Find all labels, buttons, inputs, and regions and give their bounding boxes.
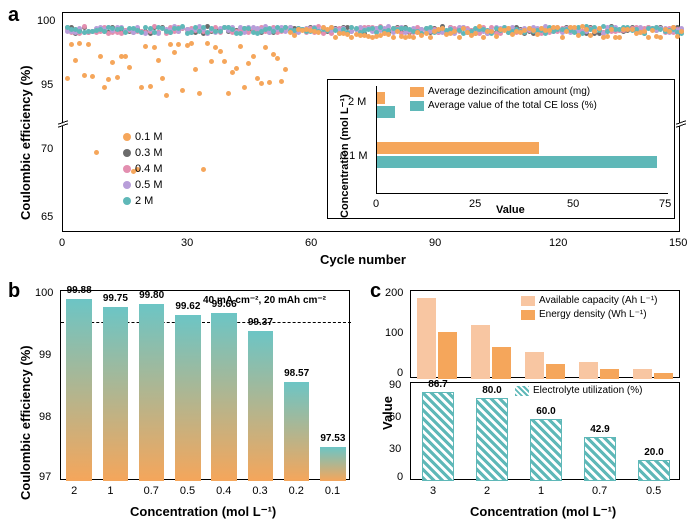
tick: 90 (429, 237, 441, 249)
panel-c-xlabel: Concentration (mol L⁻¹) (470, 504, 616, 520)
legend-rect-icon (410, 101, 424, 111)
inset-cat: 0.1 M (340, 150, 368, 162)
tick: 25 (469, 198, 481, 210)
legend-text: 2 M (135, 195, 153, 207)
tick: 100 (35, 287, 53, 299)
panel-c-bottom: 90 60 30 0 Electrolyte utilization (%) 8… (410, 382, 680, 480)
tick: 120 (549, 237, 567, 249)
tick: 0 (397, 367, 403, 379)
legend-item: 0.5 M (123, 179, 163, 191)
tick: 30 (389, 443, 401, 455)
legend-item: Average value of the total CE loss (%) (410, 100, 597, 111)
legend-item: 0.1 M (123, 131, 163, 143)
panel-a-ylabel: Coulombic efficiency (%) (18, 65, 33, 220)
legend-text: Average value of the total CE loss (%) (428, 100, 597, 111)
panel-a-plot: 100 95 70 65 0 30 60 90 120 150 0.1 M 0.… (62, 12, 680, 232)
tick: 150 (669, 237, 687, 249)
tick: 0 (59, 237, 65, 249)
tick: 50 (567, 198, 579, 210)
tick: 0 (397, 471, 403, 483)
legend-dot-icon (123, 165, 131, 173)
inset-bar (377, 156, 657, 168)
tick: 60 (305, 237, 317, 249)
legend-item: 0.3 M (123, 147, 163, 159)
panel-b-plot: 100 99 98 97 40 mA cm⁻², 20 mAh cm⁻² 99.… (60, 290, 350, 480)
inset-cat: 2 M (348, 96, 366, 108)
panel-b-ylabel: Coulombic efficiency (%) (18, 345, 33, 500)
tick: 90 (389, 379, 401, 391)
tick: 98 (39, 411, 51, 423)
legend-item: 2 M (123, 195, 153, 207)
legend-item: 0.4 M (123, 163, 163, 175)
panel-a-xlabel: Cycle number (320, 252, 406, 267)
tick: 60 (389, 411, 401, 423)
panel-b-xlabel: Concentration (mol L⁻¹) (130, 504, 276, 520)
tick: 200 (385, 287, 403, 299)
tick: 97 (39, 471, 51, 483)
legend-text: 0.3 M (135, 147, 163, 159)
bars: 86.7380.0260.0142.90.720.00.5 (411, 383, 681, 481)
legend-text: 0.4 M (135, 163, 163, 175)
inset-xlabel: Value (496, 204, 525, 216)
legend-rect-icon (410, 87, 424, 97)
tick: 99 (39, 349, 51, 361)
panel-c-label: c (370, 280, 381, 303)
legend-text: Average dezincification amount (mg) (428, 86, 590, 97)
tick: 65 (41, 211, 53, 223)
panel-a-label: a (8, 4, 19, 27)
panel-b-label: b (8, 280, 20, 303)
tick: 100 (385, 327, 403, 339)
inset-bar (377, 92, 385, 104)
legend-item: Average dezincification amount (mg) (410, 86, 590, 97)
tick: 30 (181, 237, 193, 249)
legend-text: 0.1 M (135, 131, 163, 143)
tick: 0 (373, 198, 379, 210)
legend-dot-icon (123, 181, 131, 189)
legend-dot-icon (123, 149, 131, 157)
panel-a-inset: Concentration (mol L⁻¹) 2 M 0.1 M 0 25 5… (327, 79, 675, 219)
tick: 70 (41, 143, 53, 155)
inset-bar (377, 142, 539, 154)
tick: 75 (659, 198, 671, 210)
bars: 99.88299.75199.800.799.620.599.660.499.3… (61, 291, 351, 481)
tick: 95 (41, 79, 53, 91)
legend-dot-icon (123, 197, 131, 205)
panel-c-top: 200 100 0 Available capacity (Ah L⁻¹) En… (410, 290, 680, 378)
legend-dot-icon (123, 133, 131, 141)
inset-bar (377, 106, 395, 118)
bars (411, 291, 681, 379)
legend-text: 0.5 M (135, 179, 163, 191)
tick: 100 (37, 15, 55, 27)
